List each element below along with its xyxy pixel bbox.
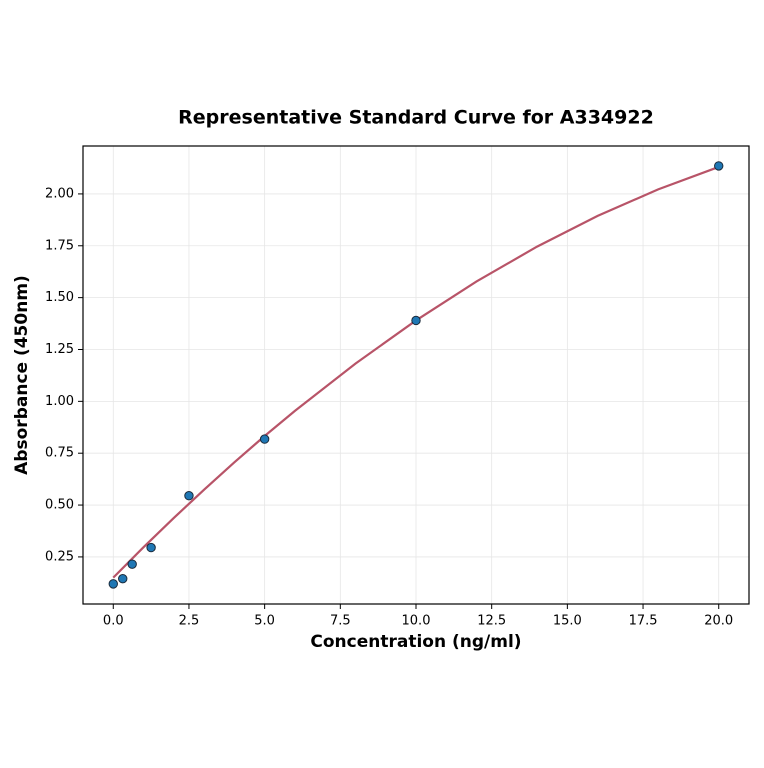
data-point: [184, 491, 194, 501]
y-tick-label: 0.50: [45, 498, 74, 513]
x-tick-label: 2.5: [179, 614, 200, 629]
data-point: [714, 161, 724, 171]
x-tick-label: 10.0: [402, 614, 431, 629]
x-tick-label: 20.0: [704, 614, 733, 629]
data-point: [411, 315, 421, 326]
y-tick-label: 0.75: [45, 446, 74, 461]
x-tick-label: 5.0: [254, 614, 275, 629]
y-tick-label: 1.50: [45, 290, 74, 305]
chart-title: Representative Standard Curve for A33492…: [178, 107, 654, 129]
x-tick-label: 17.5: [629, 614, 658, 629]
y-tick-label: 0.25: [45, 549, 74, 564]
data-point: [108, 579, 118, 589]
x-tick-label: 0.0: [103, 614, 124, 629]
y-axis-label: Absorbance (450nm): [12, 275, 32, 475]
y-tick-label: 2.00: [45, 186, 74, 201]
y-tick-label: 1.25: [45, 342, 74, 357]
data-point: [118, 573, 128, 584]
plot-frame: [82, 145, 750, 605]
x-tick-label: 15.0: [553, 614, 582, 629]
x-axis-label: Concentration (ng/ml): [310, 632, 521, 652]
y-tick-label: 1.00: [45, 394, 74, 409]
fit-curve: [112, 165, 720, 579]
data-point: [127, 559, 137, 569]
data-point: [259, 434, 270, 444]
data-point: [146, 542, 156, 553]
x-tick-label: 12.5: [477, 614, 506, 629]
x-tick-label: 7.5: [330, 614, 351, 629]
y-tick-label: 1.75: [45, 238, 74, 253]
